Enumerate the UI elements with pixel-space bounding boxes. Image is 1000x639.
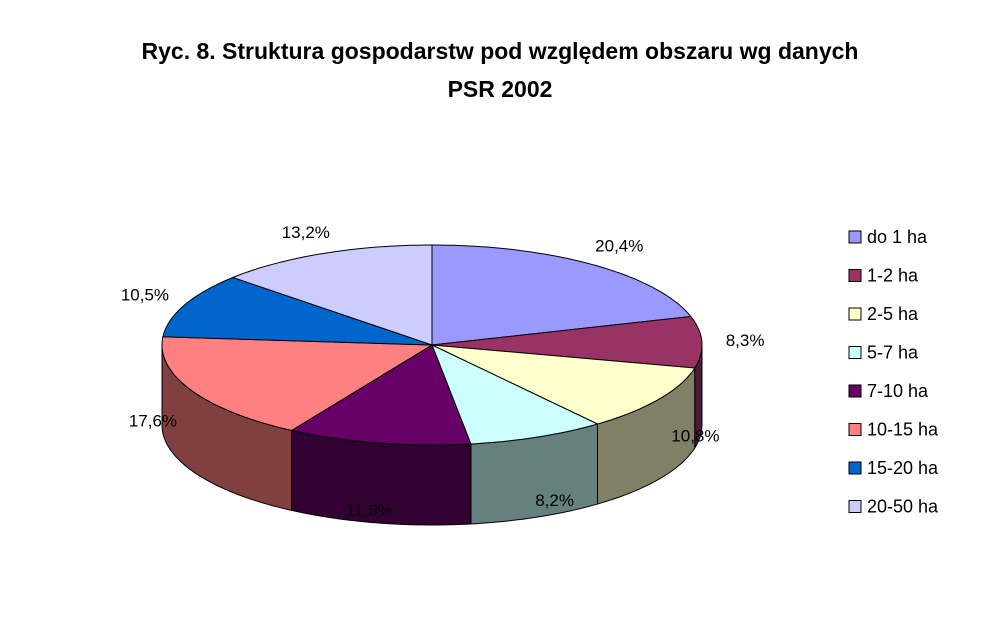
slice bbox=[162, 276, 433, 346]
data-label: 10,8% bbox=[671, 426, 719, 445]
slice bbox=[431, 344, 599, 445]
slice bbox=[290, 344, 472, 446]
legend-swatch bbox=[848, 423, 862, 436]
legend-swatch bbox=[848, 500, 862, 513]
legend-swatch bbox=[848, 346, 862, 359]
legend-label: 2-5 ha bbox=[867, 304, 919, 324]
slice bbox=[161, 336, 434, 431]
slice bbox=[431, 244, 692, 346]
data-label: 20,4% bbox=[595, 237, 643, 256]
data-label: 17,6% bbox=[129, 412, 177, 431]
legend-label: 7-10 ha bbox=[867, 381, 929, 401]
legend-label: 10-15 ha bbox=[867, 419, 939, 439]
legend-swatch bbox=[848, 269, 862, 282]
slice bbox=[431, 344, 696, 425]
legend-label: 15-20 ha bbox=[867, 458, 939, 478]
legend-swatch bbox=[848, 307, 862, 321]
legend-label: 1-2 ha bbox=[867, 265, 919, 285]
data-label: 8,3% bbox=[726, 331, 765, 350]
data-label: 13,2% bbox=[282, 223, 330, 242]
legend-swatch bbox=[848, 461, 862, 475]
legend-swatch bbox=[848, 384, 862, 398]
legend-label: 20-50 ha bbox=[867, 496, 939, 516]
data-label: 11,0% bbox=[346, 501, 393, 520]
data-label: 8,2% bbox=[535, 491, 574, 510]
slice bbox=[231, 244, 433, 346]
legend-label: 5-7 ha bbox=[867, 342, 919, 362]
legend-swatch bbox=[848, 230, 862, 244]
legend-label: do 1 ha bbox=[867, 227, 928, 247]
chart-title: Ryc. 8. Struktura gospodarstw pod względ… bbox=[141, 38, 859, 102]
slice bbox=[431, 315, 703, 369]
data-label: 10,5% bbox=[121, 286, 169, 305]
